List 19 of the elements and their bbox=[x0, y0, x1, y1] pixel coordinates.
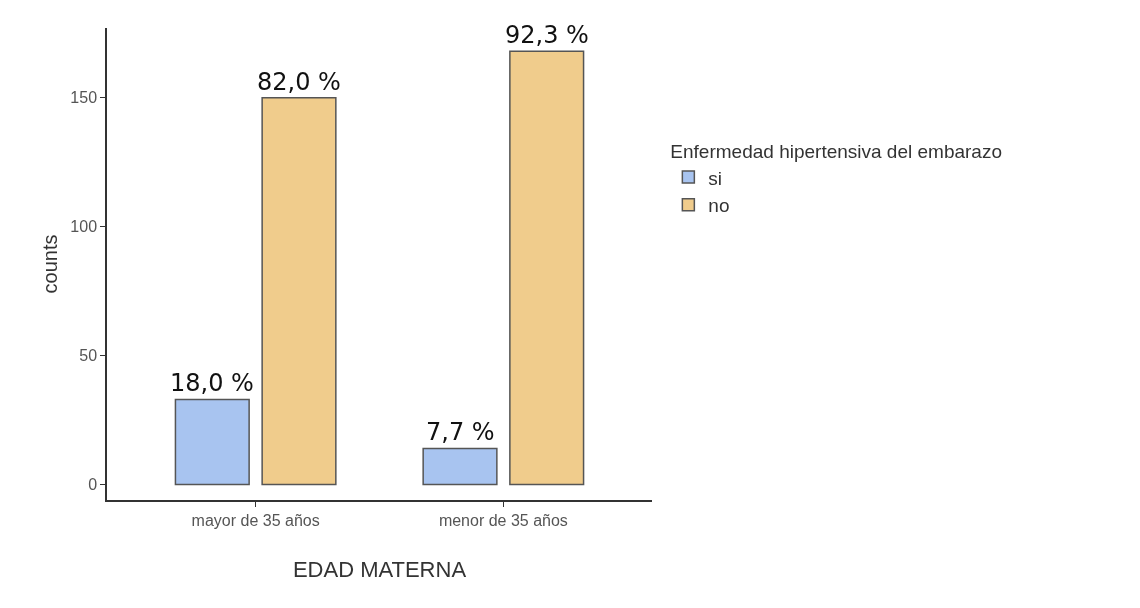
bar bbox=[261, 96, 337, 486]
x-tick-label: mayor de 35 años bbox=[191, 511, 320, 529]
bar bbox=[422, 447, 498, 486]
y-tick-label: 150 bbox=[70, 89, 98, 107]
y-tick-label: 50 bbox=[79, 347, 98, 365]
legend-title: Enfermedad hipertensiva del embarazo bbox=[670, 141, 1002, 163]
x-axis-title: EDAD MATERNA bbox=[292, 556, 467, 582]
y-tick-label: 0 bbox=[88, 476, 98, 494]
annotation: 18,0 % bbox=[170, 369, 254, 397]
annotation: 7,7 % bbox=[426, 418, 495, 446]
legend-label: si bbox=[708, 167, 723, 189]
x-tick-label: menor de 35 años bbox=[438, 511, 568, 529]
bar bbox=[509, 50, 585, 486]
y-axis-title: counts bbox=[38, 234, 61, 294]
annotation: 92,3 % bbox=[505, 21, 589, 49]
annotation: 82,0 % bbox=[257, 68, 341, 96]
y-tick-label: 100 bbox=[70, 218, 98, 236]
bar bbox=[174, 398, 250, 486]
legend-label: no bbox=[708, 195, 730, 217]
